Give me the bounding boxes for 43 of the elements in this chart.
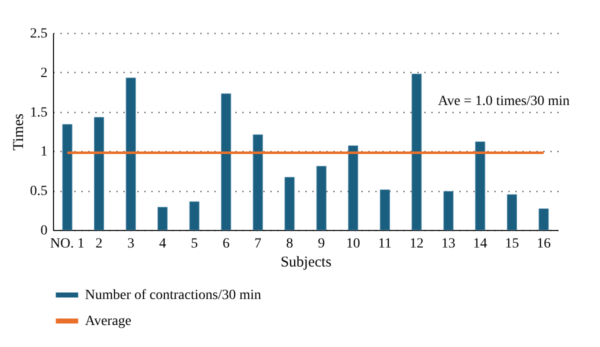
- bar: [506, 194, 517, 230]
- bar: [94, 117, 104, 230]
- y-tick-label: 1.5: [30, 105, 48, 120]
- bar: [538, 208, 549, 230]
- bar: [252, 134, 263, 230]
- x-tick-label: 3: [127, 236, 134, 252]
- x-tick-label: 10: [346, 236, 360, 252]
- bar: [189, 201, 200, 230]
- bar: [348, 145, 358, 230]
- x-tick-label: 5: [190, 236, 198, 252]
- y-tick-label: 0: [40, 224, 48, 238]
- legend-label: Number of contractions/30 min: [85, 288, 262, 303]
- y-axis-title: Times: [11, 113, 27, 150]
- x-tick-label: 4: [159, 236, 166, 252]
- bar: [316, 166, 326, 230]
- x-tick-label: 2: [96, 236, 103, 252]
- x-axis-title: Subjects: [280, 254, 332, 270]
- bar: [412, 74, 422, 230]
- x-tick-label: 9: [318, 236, 325, 252]
- y-tick-label: 0.5: [30, 184, 48, 200]
- bar: [443, 191, 454, 230]
- bar: [158, 206, 168, 230]
- y-tick-label: 2.5: [30, 26, 48, 42]
- x-tick-label: 11: [378, 236, 392, 252]
- x-tick-label: 14: [473, 236, 488, 252]
- x-tick-label: 8: [286, 236, 294, 252]
- bar: [221, 93, 232, 230]
- x-tick-label: 13: [441, 236, 456, 252]
- x-tick-label: 7: [254, 236, 262, 252]
- y-tick-label: 1: [40, 144, 48, 160]
- bar: [475, 141, 486, 230]
- legend-label: Average: [85, 314, 132, 329]
- x-tick-label: 6: [222, 236, 230, 252]
- bar: [284, 176, 295, 230]
- bar: [126, 78, 136, 230]
- y-tick-label: 2: [40, 66, 48, 81]
- bar: [380, 190, 390, 230]
- bar: [62, 124, 72, 230]
- x-tick-label: 12: [410, 236, 424, 252]
- x-tick-label: 16: [536, 236, 551, 252]
- annotation: Ave = 1.0 times/30 min: [438, 94, 570, 109]
- x-tick-label: NO. 1: [50, 236, 84, 252]
- x-tick-label: 15: [504, 236, 519, 252]
